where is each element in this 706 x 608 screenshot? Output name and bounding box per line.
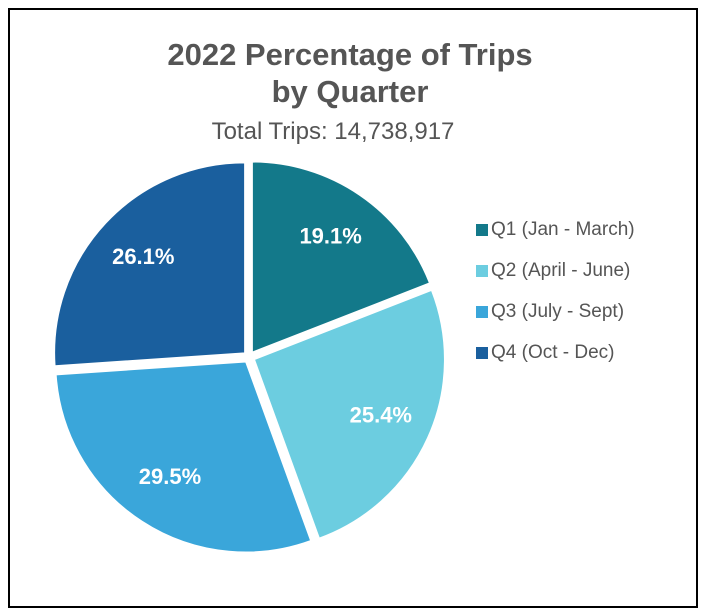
legend-label: Q2 (April - June) xyxy=(491,260,630,281)
data-label: 29.5% xyxy=(139,464,201,489)
legend-label: Q1 (Jan - March) xyxy=(491,219,635,240)
pie-slice xyxy=(253,289,445,539)
legend-label: Q4 (Oct - Dec) xyxy=(491,342,615,363)
pie-slice xyxy=(54,162,246,367)
chart-subtitle: Total Trips: 14,738,917 xyxy=(211,118,455,145)
data-label: 19.1% xyxy=(299,223,361,248)
legend-label: Q3 (July - Sept) xyxy=(491,301,624,322)
data-label: 25.4% xyxy=(350,403,412,428)
pie-slice xyxy=(55,361,312,553)
data-label: 26.1% xyxy=(112,244,174,269)
legend-swatch xyxy=(476,265,488,277)
legend-swatch xyxy=(476,306,488,318)
legend-swatch xyxy=(476,347,488,359)
legend-swatch xyxy=(476,224,488,236)
chart-title: 2022 Percentage of Trips by Quarter xyxy=(167,37,533,109)
pie-slice xyxy=(251,161,431,353)
chart: 19.1% 25.4% 29.5% 26.1% Q1 (Jan - March) Q2 (… xyxy=(54,161,635,553)
